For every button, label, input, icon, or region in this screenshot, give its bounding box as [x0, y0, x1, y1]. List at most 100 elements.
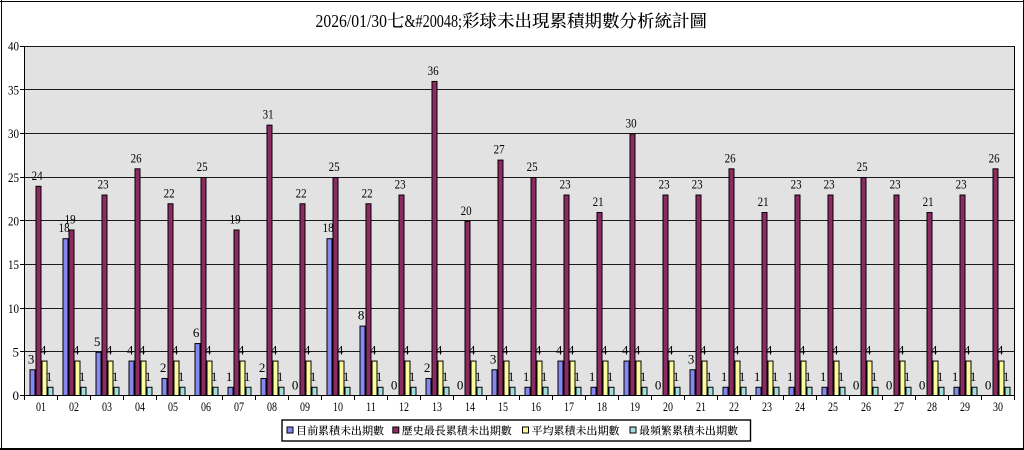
svg-text:1: 1 — [721, 369, 728, 384]
svg-text:0: 0 — [853, 378, 860, 393]
svg-text:最頻繁累積未出期數: 最頻繁累積未出期數 — [639, 425, 738, 438]
svg-text:1: 1 — [409, 369, 416, 384]
svg-text:02: 02 — [69, 399, 79, 414]
svg-text:4: 4 — [997, 343, 1004, 358]
svg-text:1: 1 — [871, 369, 878, 384]
svg-text:21: 21 — [593, 194, 604, 209]
svg-text:2: 2 — [160, 360, 167, 375]
svg-text:3: 3 — [490, 351, 497, 366]
svg-text:0: 0 — [13, 388, 20, 403]
svg-text:歷史最長累積未出期數: 歷史最長累積未出期數 — [402, 425, 512, 438]
svg-text:4: 4 — [238, 343, 245, 358]
svg-text:1: 1 — [904, 369, 911, 384]
svg-text:15: 15 — [8, 257, 19, 272]
svg-text:4: 4 — [370, 343, 377, 358]
svg-text:25: 25 — [329, 159, 340, 174]
svg-text:25: 25 — [8, 170, 19, 185]
svg-text:1: 1 — [145, 369, 152, 384]
svg-text:1: 1 — [937, 369, 944, 384]
svg-text:25: 25 — [828, 399, 838, 414]
svg-text:4: 4 — [964, 343, 971, 358]
svg-text:5: 5 — [13, 345, 20, 360]
svg-text:27: 27 — [894, 399, 904, 414]
svg-text:2: 2 — [259, 360, 266, 375]
svg-text:21: 21 — [758, 194, 769, 209]
svg-text:4: 4 — [205, 343, 212, 358]
svg-text:08: 08 — [267, 399, 277, 414]
svg-text:4: 4 — [667, 343, 674, 358]
svg-text:4: 4 — [502, 343, 509, 358]
svg-text:23: 23 — [560, 177, 571, 192]
svg-text:1: 1 — [820, 369, 827, 384]
svg-text:22: 22 — [362, 185, 373, 200]
svg-text:4: 4 — [898, 343, 905, 358]
svg-text:19: 19 — [630, 399, 640, 414]
svg-text:20: 20 — [8, 213, 19, 228]
svg-text:30: 30 — [993, 399, 1003, 414]
svg-text:09: 09 — [300, 399, 310, 414]
svg-text:0: 0 — [919, 378, 926, 393]
svg-text:0: 0 — [457, 378, 464, 393]
svg-text:07: 07 — [234, 399, 244, 414]
svg-text:4: 4 — [601, 343, 608, 358]
svg-text:16: 16 — [531, 399, 541, 414]
svg-text:4: 4 — [271, 343, 278, 358]
svg-text:24: 24 — [795, 399, 805, 414]
svg-text:21: 21 — [923, 194, 934, 209]
svg-text:1: 1 — [343, 369, 350, 384]
svg-text:1: 1 — [376, 369, 383, 384]
svg-text:1: 1 — [838, 369, 845, 384]
svg-text:4: 4 — [436, 343, 443, 358]
svg-text:30: 30 — [626, 115, 637, 130]
svg-text:1: 1 — [244, 369, 251, 384]
svg-text:19: 19 — [230, 211, 241, 226]
svg-text:25: 25 — [527, 159, 538, 174]
svg-text:13: 13 — [432, 399, 442, 414]
svg-text:2: 2 — [424, 360, 431, 375]
svg-text:30: 30 — [8, 126, 19, 141]
svg-text:26: 26 — [131, 150, 142, 165]
svg-text:4: 4 — [634, 343, 641, 358]
svg-text:平均累積未出期數: 平均累積未出期數 — [532, 425, 620, 438]
svg-text:01: 01 — [36, 399, 46, 414]
svg-text:2026/01/30七&#20048;彩球未出現累積期數分析: 2026/01/30七&#20048;彩球未出現累積期數分析統計圖 — [316, 11, 708, 31]
svg-text:4: 4 — [304, 343, 311, 358]
svg-text:目前累積未出期數: 目前累積未出期數 — [296, 425, 384, 438]
svg-text:10: 10 — [8, 301, 19, 316]
svg-text:21: 21 — [696, 399, 706, 414]
svg-text:5: 5 — [94, 334, 101, 349]
svg-text:15: 15 — [498, 399, 508, 414]
svg-text:4: 4 — [865, 343, 872, 358]
svg-text:1: 1 — [178, 369, 185, 384]
svg-text:1: 1 — [805, 369, 812, 384]
svg-text:4: 4 — [127, 343, 134, 358]
svg-text:36: 36 — [428, 63, 439, 78]
svg-text:35: 35 — [8, 82, 19, 97]
svg-text:20: 20 — [663, 399, 673, 414]
svg-text:4: 4 — [139, 343, 146, 358]
svg-text:4: 4 — [799, 343, 806, 358]
svg-text:05: 05 — [168, 399, 178, 414]
svg-text:1: 1 — [706, 369, 713, 384]
svg-text:40: 40 — [8, 39, 19, 54]
svg-text:4: 4 — [568, 343, 575, 358]
svg-text:1: 1 — [79, 369, 86, 384]
svg-text:3: 3 — [28, 351, 35, 366]
svg-text:4: 4 — [700, 343, 707, 358]
svg-text:1: 1 — [640, 369, 647, 384]
svg-text:1: 1 — [589, 369, 596, 384]
svg-text:17: 17 — [564, 399, 574, 414]
svg-text:3: 3 — [688, 351, 695, 366]
svg-text:31: 31 — [263, 107, 274, 122]
svg-text:0: 0 — [886, 378, 893, 393]
svg-text:06: 06 — [201, 399, 211, 414]
svg-text:18: 18 — [323, 220, 334, 235]
svg-text:22: 22 — [729, 399, 739, 414]
svg-text:29: 29 — [960, 399, 970, 414]
svg-text:14: 14 — [465, 399, 475, 414]
svg-text:4: 4 — [469, 343, 476, 358]
svg-text:0: 0 — [292, 378, 299, 393]
svg-text:0: 0 — [391, 378, 398, 393]
svg-text:23: 23 — [659, 177, 670, 192]
svg-text:23: 23 — [791, 177, 802, 192]
